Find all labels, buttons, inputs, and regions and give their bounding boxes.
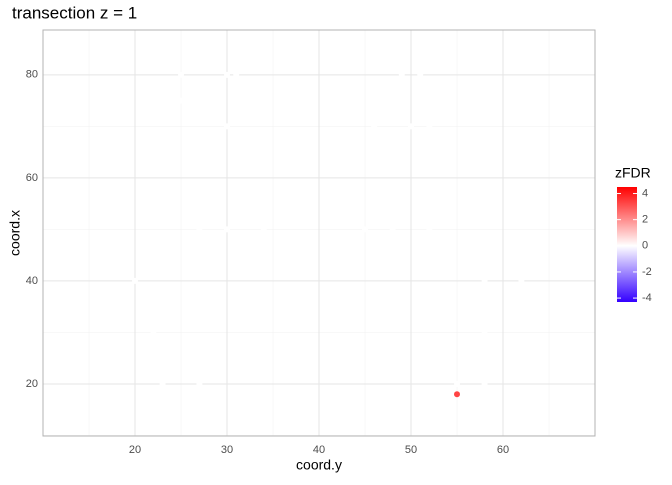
point: [224, 123, 230, 130]
legend-tick-label: 2: [642, 214, 648, 226]
point: [417, 71, 424, 78]
point: [481, 277, 488, 284]
point: [233, 71, 240, 78]
point: [196, 380, 203, 387]
x-tick-label: 60: [497, 444, 509, 456]
point: [389, 226, 396, 233]
y-tick-label: 20: [26, 378, 38, 390]
y-tick-label: 60: [26, 172, 38, 184]
x-tick-label: 40: [313, 444, 325, 456]
point: [196, 226, 203, 233]
point: [371, 123, 378, 130]
point: [260, 226, 267, 233]
y-tick-label: 40: [26, 275, 38, 287]
colorbar: [617, 187, 637, 302]
x-tick-label: 20: [129, 444, 141, 456]
point: [398, 71, 405, 78]
x-tick-label: 50: [405, 444, 417, 456]
y-tick-label: 80: [26, 69, 38, 81]
point: [481, 380, 488, 387]
x-axis-label: coord.y: [296, 457, 342, 473]
point: [481, 329, 488, 336]
chart-title: transection z = 1: [12, 3, 137, 22]
point: [362, 226, 368, 233]
point: [150, 329, 157, 336]
legend-tick-label: 0: [642, 240, 648, 252]
point: [132, 277, 138, 284]
legend-tick-label: -4: [642, 292, 652, 304]
point: [408, 123, 414, 130]
point: [178, 71, 184, 78]
point: [224, 71, 230, 78]
point: [224, 226, 230, 233]
point: [454, 391, 460, 398]
legend-title: zFDR: [615, 165, 651, 181]
point: [159, 380, 166, 387]
x-tick-label: 30: [221, 444, 233, 456]
legend-tick-label: -2: [642, 266, 652, 278]
point: [426, 123, 433, 130]
point: [518, 277, 525, 284]
point: [426, 226, 433, 233]
point: [454, 380, 460, 387]
panel-border: [42, 29, 596, 437]
y-axis-label: coord.x: [7, 210, 23, 256]
legend-tick-label: 4: [642, 187, 648, 199]
point: [178, 97, 184, 104]
